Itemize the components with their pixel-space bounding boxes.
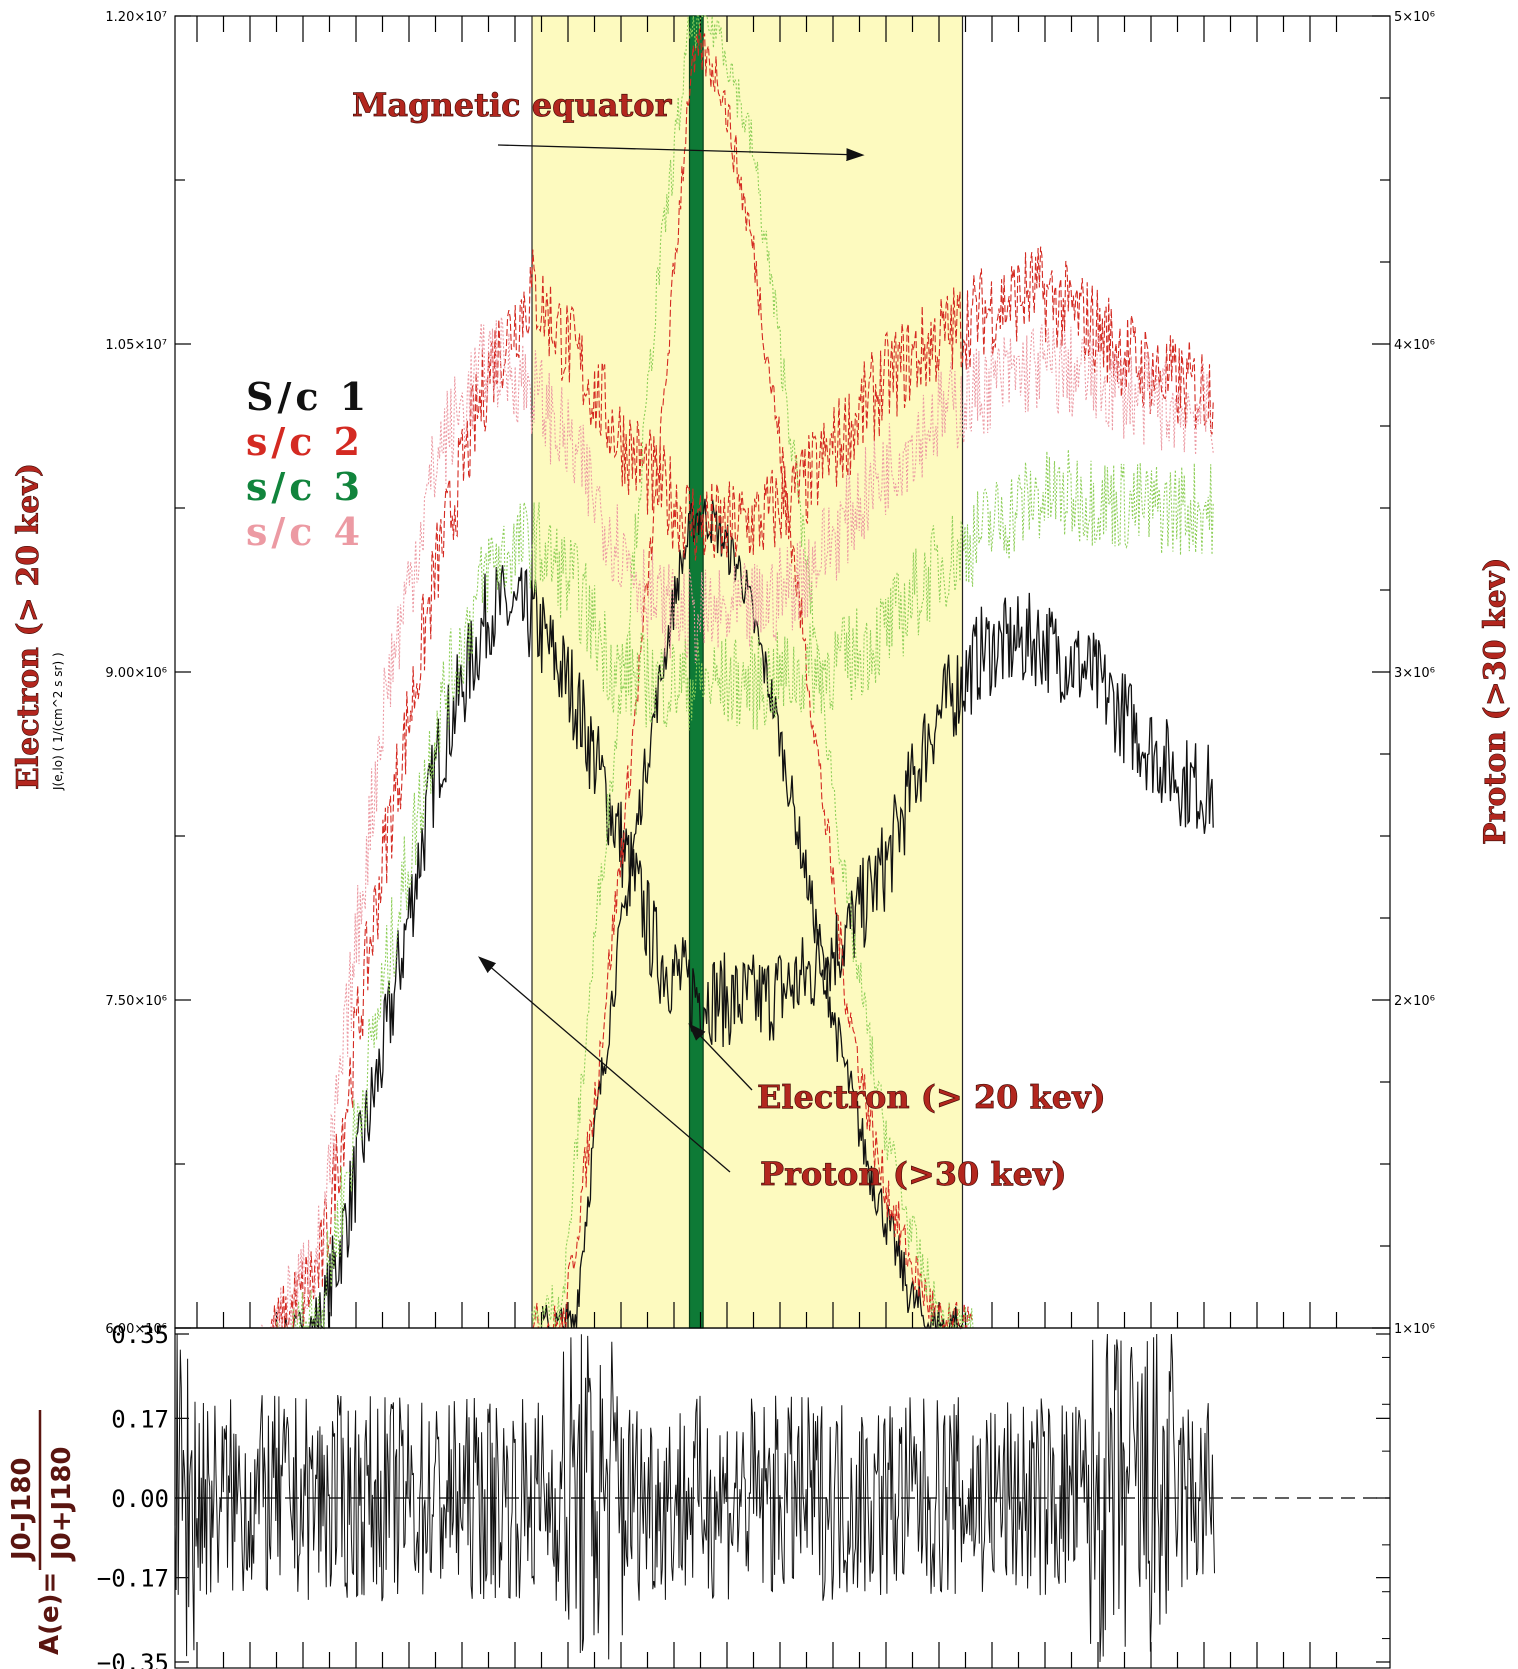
right-tick-label: 2×10⁶: [1394, 994, 1435, 1009]
left-tick-label: 1.20×10⁷: [105, 10, 167, 25]
right-axis-title: Proton (>30 kev): [1478, 557, 1513, 845]
series-line-electron-7: [175, 316, 1214, 1329]
right-tick-label: 5×10⁶: [1394, 10, 1435, 25]
series-line-electron-1: [175, 565, 1214, 1330]
left-tick-label: 9.00×10⁶: [105, 666, 167, 681]
upper-tick-labels: 6.00×10⁶ 7.50×10⁶ 9.00×10⁶ 1.05×10⁷ 1.20×10⁷…: [105, 10, 1435, 1337]
lower-tick-labels: 0.35 0.17 0.00 −0.17 −0.35: [97, 1321, 169, 1669]
legend-entry-sc4: s/c 4: [246, 509, 364, 554]
arrow-proton: [478, 956, 731, 1173]
series-line-proton-6: [531, 15, 974, 1330]
legend: S/c 1 s/c 2 s/c 3 s/c 4: [246, 374, 370, 554]
lower-series-group: [174, 1333, 1390, 1663]
asymmetry-label-prefix: A(e)=: [35, 1572, 65, 1655]
left-tick-label: 7.50×10⁶: [105, 994, 167, 1009]
lower-tick-label: 0.00: [111, 1485, 169, 1513]
annotation-magnetic-equator: Magnetic equator: [352, 86, 673, 124]
asymmetry-label-numerator: J0-J180: [7, 1457, 37, 1562]
asymmetry-axis-title: A(e)= J0-J180 J0+J180: [7, 1410, 77, 1655]
upper-series-group: [175, 15, 1214, 1331]
left-axis-title: Electron (> 20 kev): [11, 463, 46, 790]
lower-tick-label: −0.17: [97, 1565, 169, 1593]
arrow-electron: [688, 1023, 753, 1091]
right-tick-label: 3×10⁶: [1394, 666, 1435, 681]
right-tick-label: 4×10⁶: [1394, 338, 1435, 353]
left-axis-sublabel: J(e,lo) ( 1/(cm^2 s sr) ): [51, 652, 65, 791]
left-tick-label: 1.05×10⁷: [105, 338, 167, 353]
lower-tick-label: −0.35: [97, 1649, 169, 1669]
legend-entry-sc1: S/c 1: [246, 374, 370, 419]
lower-tick-label: 0.35: [111, 1321, 169, 1349]
annotation-electron: Electron (> 20 kev): [757, 1078, 1106, 1116]
asymmetry-series-line: [174, 1333, 1215, 1663]
series-line-electron-3: [175, 246, 1214, 1329]
series-line-electron-5: [175, 449, 1214, 1329]
left-tick-label: 6.00×10⁶: [105, 1322, 167, 1337]
asymmetry-label-denominator: J0+J180: [47, 1447, 77, 1563]
annotation-proton: Proton (>30 kev): [760, 1155, 1067, 1193]
shaded-region: [531, 15, 964, 1329]
series-line-proton-4: [532, 24, 974, 1331]
lower-tick-label: 0.17: [111, 1405, 169, 1433]
right-tick-label: 1×10⁶: [1394, 1322, 1435, 1337]
arrow-magnetic-equator: [497, 144, 865, 162]
legend-entry-sc3: s/c 3: [246, 464, 364, 509]
legend-entry-sc2: s/c 2: [246, 419, 364, 464]
